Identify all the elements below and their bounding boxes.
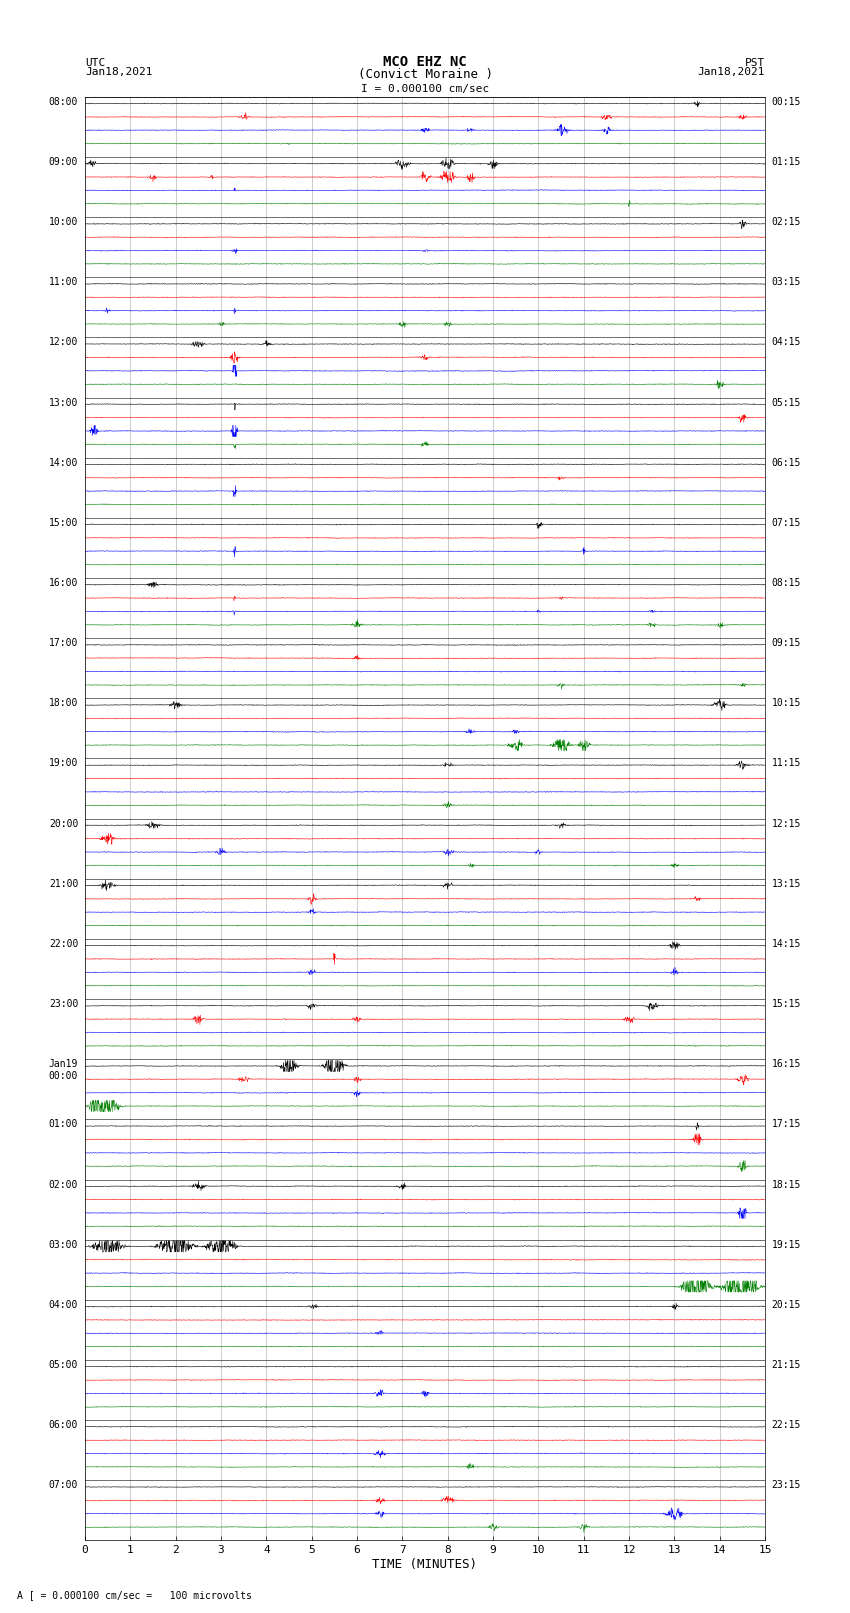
Bar (85, 203, 765, 210)
Text: 14:00: 14:00 (48, 458, 78, 468)
Text: 18:00: 18:00 (48, 698, 78, 708)
Text: 16:00: 16:00 (48, 577, 78, 589)
Text: A [ = 0.000100 cm/sec =   100 microvolts: A [ = 0.000100 cm/sec = 100 microvolts (17, 1590, 252, 1600)
Text: 22:00: 22:00 (48, 939, 78, 948)
Text: 22:15: 22:15 (772, 1419, 802, 1431)
Bar (85, 505, 765, 511)
Text: 23:15: 23:15 (772, 1481, 802, 1490)
Text: 14:15: 14:15 (772, 939, 802, 948)
Text: 12:15: 12:15 (772, 819, 802, 829)
Bar (85, 1166, 765, 1173)
Text: 18:15: 18:15 (772, 1179, 802, 1189)
Bar (85, 265, 765, 271)
Text: 05:00: 05:00 (48, 1360, 78, 1369)
Text: 19:00: 19:00 (48, 758, 78, 768)
Text: Jan18,2021: Jan18,2021 (85, 68, 152, 77)
Bar (85, 324, 765, 331)
Bar (85, 1347, 765, 1353)
Text: 07:00: 07:00 (48, 1481, 78, 1490)
Text: 07:15: 07:15 (772, 518, 802, 527)
Text: 11:15: 11:15 (772, 758, 802, 768)
Text: UTC: UTC (85, 58, 105, 68)
Text: 13:15: 13:15 (772, 879, 802, 889)
Text: 13:00: 13:00 (48, 397, 78, 408)
Bar (85, 1528, 765, 1534)
Text: 15:15: 15:15 (772, 998, 802, 1010)
Bar (85, 1407, 765, 1413)
Text: 10:15: 10:15 (772, 698, 802, 708)
Text: Jan18,2021: Jan18,2021 (698, 68, 765, 77)
Bar (85, 986, 765, 992)
Text: 03:00: 03:00 (48, 1240, 78, 1250)
Text: 03:15: 03:15 (772, 277, 802, 287)
Text: 01:00: 01:00 (48, 1119, 78, 1129)
Bar (85, 144, 765, 150)
Text: 10:00: 10:00 (48, 218, 78, 227)
Text: 21:00: 21:00 (48, 879, 78, 889)
Text: 19:15: 19:15 (772, 1240, 802, 1250)
Bar (85, 444, 765, 452)
Text: 20:00: 20:00 (48, 819, 78, 829)
Text: 02:15: 02:15 (772, 218, 802, 227)
Text: 01:15: 01:15 (772, 156, 802, 166)
Bar (85, 1287, 765, 1294)
Text: 15:00: 15:00 (48, 518, 78, 527)
Text: 02:00: 02:00 (48, 1179, 78, 1189)
Text: Jan19
00:00: Jan19 00:00 (48, 1060, 78, 1081)
Text: 04:00: 04:00 (48, 1300, 78, 1310)
Text: 09:00: 09:00 (48, 156, 78, 166)
Text: 06:15: 06:15 (772, 458, 802, 468)
Text: 06:00: 06:00 (48, 1419, 78, 1431)
Text: MCO EHZ NC: MCO EHZ NC (383, 55, 467, 69)
Text: 23:00: 23:00 (48, 998, 78, 1010)
Bar (85, 745, 765, 752)
Text: 21:15: 21:15 (772, 1360, 802, 1369)
Text: 08:15: 08:15 (772, 577, 802, 589)
Text: PST: PST (745, 58, 765, 68)
Bar (85, 866, 765, 873)
Bar (85, 805, 765, 811)
Bar (85, 1045, 765, 1053)
Bar (85, 1107, 765, 1113)
Bar (85, 565, 765, 571)
Text: 08:00: 08:00 (48, 97, 78, 106)
Text: 09:15: 09:15 (772, 639, 802, 648)
Text: 11:00: 11:00 (48, 277, 78, 287)
Text: 17:00: 17:00 (48, 639, 78, 648)
Text: 04:15: 04:15 (772, 337, 802, 347)
Bar (85, 1466, 765, 1474)
Text: I = 0.000100 cm/sec: I = 0.000100 cm/sec (361, 84, 489, 94)
Text: 00:15: 00:15 (772, 97, 802, 106)
Text: (Convict Moraine ): (Convict Moraine ) (358, 68, 492, 81)
X-axis label: TIME (MINUTES): TIME (MINUTES) (372, 1558, 478, 1571)
Text: 12:00: 12:00 (48, 337, 78, 347)
Text: 16:15: 16:15 (772, 1060, 802, 1069)
Bar (85, 384, 765, 390)
Text: 05:15: 05:15 (772, 397, 802, 408)
Bar (85, 1226, 765, 1232)
Text: 17:15: 17:15 (772, 1119, 802, 1129)
Text: 20:15: 20:15 (772, 1300, 802, 1310)
Bar (85, 624, 765, 631)
Bar (85, 686, 765, 692)
Bar (85, 926, 765, 932)
